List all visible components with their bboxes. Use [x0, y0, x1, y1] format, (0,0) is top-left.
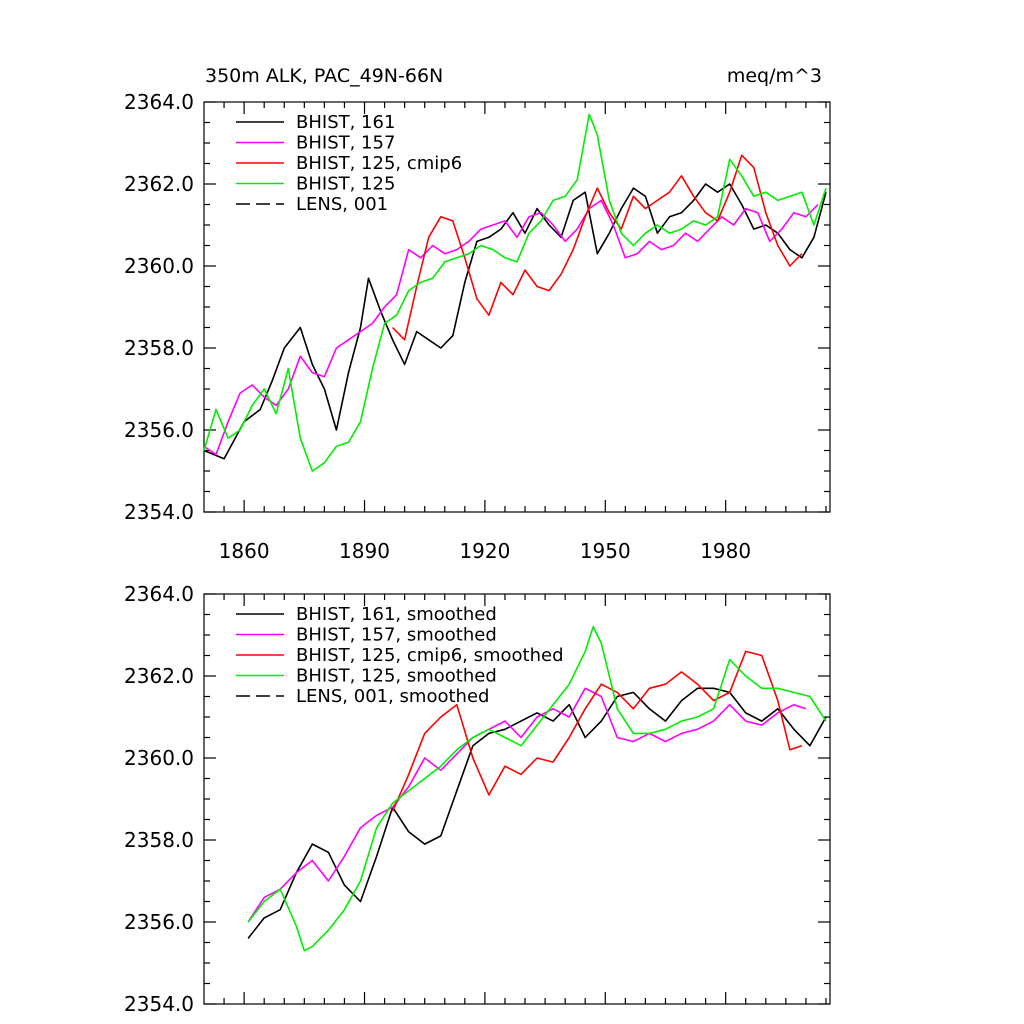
top-xtick-label: 1920: [459, 539, 510, 563]
chart-title: 350m ALK, PAC_49N-66N: [205, 65, 443, 87]
bottom-legend-label: BHIST, 157, smoothed: [296, 625, 497, 646]
panel-bottom: 2354.0 2356.0 2358.0 2360.0 2362.0 2364.0 BHI…: [124, 582, 831, 1016]
top-ytick-label: 2354.0: [124, 500, 194, 524]
bottom-legend-label: BHIST, 125, cmip6, smoothed: [296, 645, 564, 666]
bottom-series-line-1: [247, 687, 807, 923]
top-series-line-1: [203, 199, 819, 456]
top-series-line-0: [203, 183, 827, 460]
bottom-ytick-label: 2360.0: [124, 746, 194, 770]
top-ytick-label: 2360.0: [124, 254, 194, 278]
top-legend-label: LENS, 001: [296, 194, 388, 215]
top-ytick-label: 2358.0: [124, 336, 194, 360]
bottom-legend-label: LENS, 001, smoothed: [296, 686, 489, 707]
series-top: [203, 113, 827, 472]
chart-units: meq/m^3: [727, 65, 822, 87]
panel-top: 350m ALK, PAC_49N-66N meq/m^3 2354.0 2356…: [124, 65, 831, 563]
top-xtick-label: 1890: [339, 539, 390, 563]
series-bottom: [247, 625, 827, 952]
bottom-ytick-label: 2364.0: [124, 582, 194, 606]
top-series-line-2: [392, 154, 803, 341]
top-ytick-label: 2362.0: [124, 172, 194, 196]
bottom-legend-label: BHIST, 125, smoothed: [296, 666, 497, 687]
bottom-ytick-label: 2358.0: [124, 828, 194, 852]
axes-bottom: 2354.0 2356.0 2358.0 2360.0 2362.0 2364.0: [124, 582, 830, 1016]
bottom-series-line-2: [391, 650, 803, 812]
top-ytick-label: 2356.0: [124, 418, 194, 442]
top-legend-label: BHIST, 125, cmip6: [296, 153, 462, 174]
top-legend-label: BHIST, 161: [296, 112, 395, 133]
bottom-ytick-label: 2354.0: [124, 992, 194, 1016]
top-xtick-label: 1980: [700, 539, 751, 563]
top-xtick-label: 1950: [580, 539, 631, 563]
top-series-line-3: [203, 113, 827, 472]
bottom-legend-label: BHIST, 161, smoothed: [296, 604, 497, 625]
bottom-ytick-label: 2362.0: [124, 664, 194, 688]
top-legend-label: BHIST, 157: [296, 133, 395, 154]
axes-top: 2354.0 2356.0 2358.0 2360.0 2362.0 2364.0 1860…: [124, 90, 830, 563]
top-xtick-label: 1860: [219, 539, 270, 563]
top-legend-label: BHIST, 125: [296, 174, 395, 195]
top-ytick-label: 2364.0: [124, 90, 194, 114]
bottom-series-line-3: [247, 625, 827, 952]
bottom-ytick-label: 2356.0: [124, 910, 194, 934]
